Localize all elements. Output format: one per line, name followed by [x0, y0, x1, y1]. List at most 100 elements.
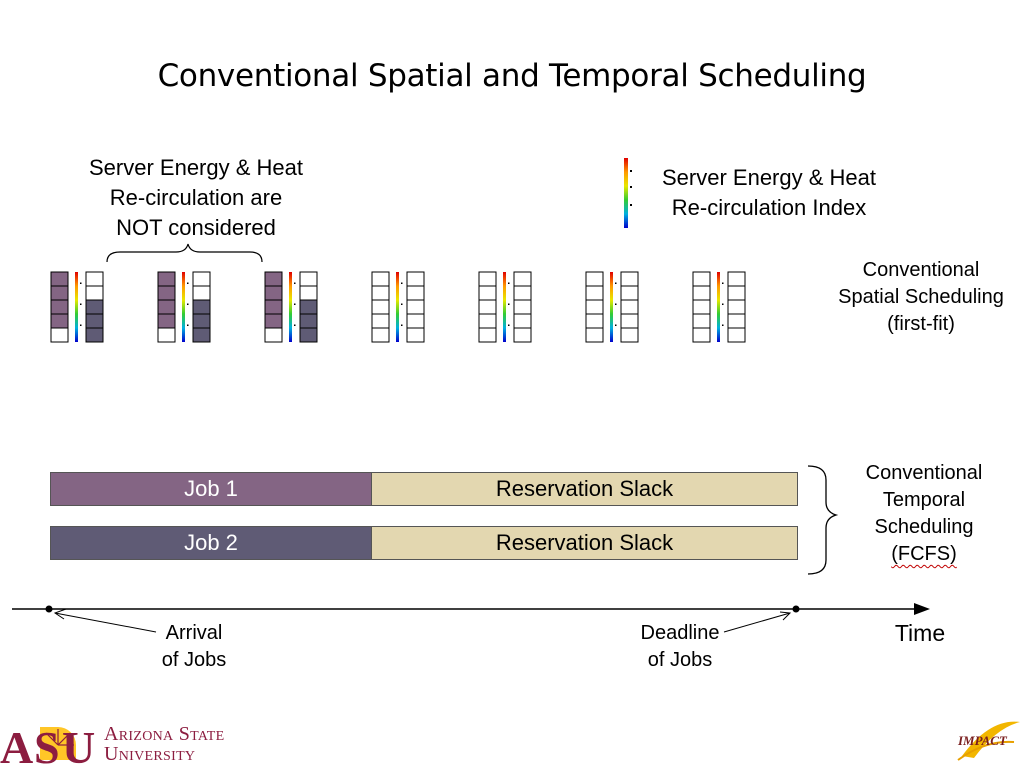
server-slot [157, 327, 176, 343]
server-unit [264, 271, 318, 343]
server-slot [692, 313, 711, 329]
job-1-slack-label: Reservation Slack [495, 476, 674, 501]
heat-index-tick [508, 282, 510, 284]
server-slot [157, 313, 176, 329]
legend-label: Server Energy & Heat Re-circulation Inde… [634, 163, 904, 223]
server-slot [192, 327, 211, 343]
heat-index-tick [615, 324, 617, 326]
heat-index-bar [289, 272, 292, 342]
server-unit [371, 271, 425, 343]
server-slot [406, 271, 425, 287]
server-slot [585, 299, 604, 315]
server-slot [192, 285, 211, 301]
heat-index-tick [187, 303, 189, 305]
heat-index-tick [187, 324, 189, 326]
server-slot [371, 313, 390, 329]
server-unit [692, 271, 746, 343]
server-slot [513, 285, 532, 301]
curly-brace-top [106, 243, 263, 263]
not-considered-line-3: NOT considered [116, 215, 276, 240]
server-slot [299, 271, 318, 287]
arrival-line-2: of Jobs [161, 649, 227, 671]
server-slot [585, 313, 604, 329]
server-slot [264, 299, 283, 315]
server-slot [692, 285, 711, 301]
server-slot [478, 327, 497, 343]
legend-ticks [630, 170, 632, 206]
job-2-slack-label: Reservation Slack [495, 530, 674, 555]
heat-index-tick [508, 324, 510, 326]
heat-index-tick [401, 324, 403, 326]
job-2-bar: Job 2 [50, 526, 372, 560]
server-slot [85, 327, 104, 343]
server-slot [620, 271, 639, 287]
server-slot [478, 299, 497, 315]
server-slot [371, 285, 390, 301]
server-slot [727, 299, 746, 315]
deadline-dot [792, 605, 800, 613]
timeline-arrowhead [914, 603, 930, 615]
server-slot [513, 313, 532, 329]
asu-wordmark: Arizona State University [104, 724, 224, 764]
not-considered-line-1: Server Energy & Heat [89, 155, 303, 180]
job-1-label: Job 1 [184, 476, 238, 501]
heat-index-tick [401, 282, 403, 284]
legend-line-1: Server Energy & Heat [662, 165, 876, 190]
heat-index-tick [294, 324, 296, 326]
server-slot [299, 285, 318, 301]
server-slot [50, 299, 69, 315]
server-slot [85, 299, 104, 315]
server-slot [620, 285, 639, 301]
heat-index-tick [294, 303, 296, 305]
heat-index-tick [294, 282, 296, 284]
server-slot [371, 271, 390, 287]
asu-logo-mark: A S U [0, 722, 95, 768]
arrival-line-1: Arrival [165, 622, 223, 644]
deadline-pointer [723, 612, 791, 633]
job-2-slack: Reservation Slack [371, 526, 798, 560]
server-slot [299, 299, 318, 315]
server-unit [585, 271, 639, 343]
not-considered-line-2: Re-circulation are [109, 185, 283, 210]
heat-index-bar [610, 272, 613, 342]
server-slot [50, 285, 69, 301]
asu-wordmark-line-1: Arizona State [104, 723, 225, 745]
server-slot [50, 313, 69, 329]
server-slot [299, 327, 318, 343]
heat-index-tick [187, 282, 189, 284]
arrival-label: Arrival of Jobs [134, 620, 254, 674]
temporal-line-1: Conventional [865, 462, 983, 484]
deadline-label: Deadline of Jobs [620, 620, 740, 674]
server-slot [85, 285, 104, 301]
server-slot [692, 299, 711, 315]
server-slot [478, 271, 497, 287]
server-slot [692, 327, 711, 343]
server-slot [192, 313, 211, 329]
heat-index-tick [508, 303, 510, 305]
temporal-line-3: Scheduling [874, 516, 974, 538]
impact-logo-swoosh [957, 721, 1020, 761]
server-slot [50, 327, 69, 343]
job-1-bar: Job 1 [50, 472, 372, 506]
server-slot [85, 313, 104, 329]
heat-index-tick [615, 303, 617, 305]
arrival-pointer [54, 612, 157, 633]
server-slot [727, 327, 746, 343]
impact-wordmark: IMPACT [958, 733, 1007, 748]
server-slot [406, 313, 425, 329]
heat-index-bar [503, 272, 506, 342]
temporal-line-4: (FCFS) [891, 543, 957, 565]
server-slot [727, 285, 746, 301]
heat-index-tick [722, 282, 724, 284]
spatial-line-3: (first-fit) [887, 313, 955, 335]
server-slot [406, 285, 425, 301]
server-slot [406, 299, 425, 315]
job-2-label: Job 2 [184, 530, 238, 555]
server-slot [620, 327, 639, 343]
svg-text:S: S [34, 722, 60, 768]
server-slot [727, 313, 746, 329]
time-label: Time [894, 620, 946, 646]
temporal-line-2: Temporal [882, 489, 966, 511]
arrival-dot [45, 605, 53, 613]
server-slot [585, 271, 604, 287]
